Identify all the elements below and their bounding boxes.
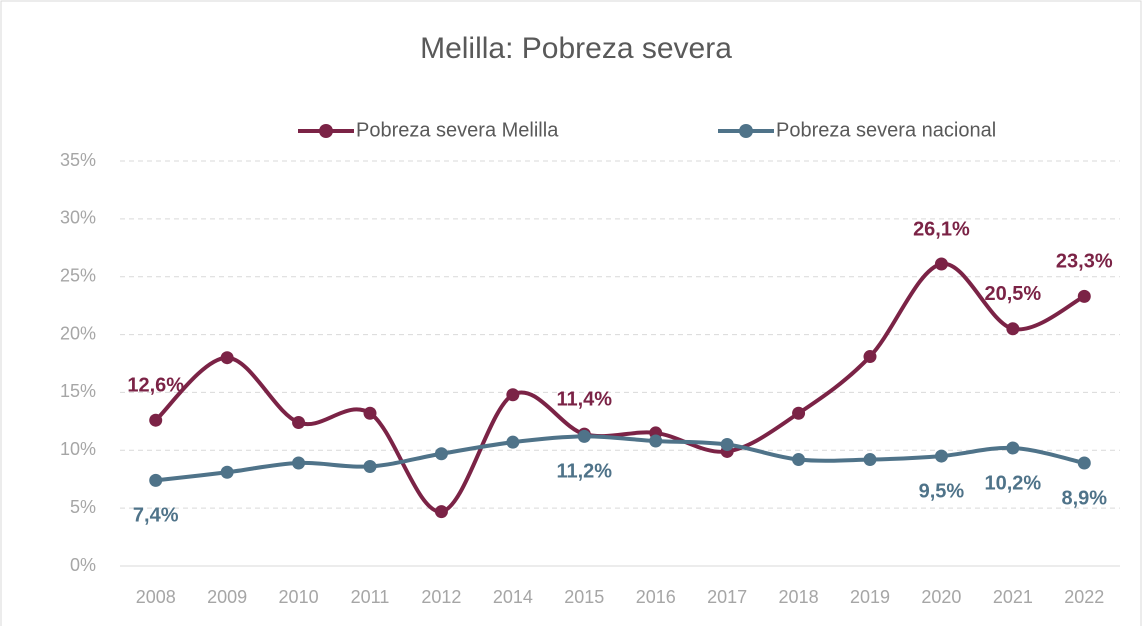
data-point	[292, 456, 306, 470]
data-label: 12,6%	[127, 374, 184, 396]
chart-title: Melilla: Pobreza severa	[420, 32, 732, 65]
x-tick-label: 2020	[921, 587, 961, 607]
y-tick-label: 30%	[60, 208, 96, 228]
data-point	[1006, 441, 1020, 455]
data-point	[1077, 456, 1091, 470]
y-tick-label: 20%	[60, 323, 96, 343]
data-point	[149, 473, 163, 487]
data-point	[577, 429, 591, 443]
y-tick-label: 25%	[60, 265, 96, 285]
data-label: 26,1%	[913, 218, 970, 240]
x-tick-label: 2010	[279, 587, 319, 607]
data-label: 10,2%	[984, 472, 1041, 494]
data-point	[149, 413, 163, 427]
x-tick-label: 2008	[136, 587, 176, 607]
data-point	[934, 257, 948, 271]
data-point	[363, 459, 377, 473]
y-tick-label: 15%	[60, 381, 96, 401]
data-point	[220, 465, 234, 479]
data-point	[363, 406, 377, 420]
y-tick-label: 35%	[60, 150, 96, 170]
data-point	[220, 351, 234, 365]
y-tick-label: 10%	[60, 439, 96, 459]
x-tick-label: 2021	[993, 587, 1033, 607]
data-point	[434, 505, 448, 519]
y-tick-label: 5%	[70, 497, 96, 517]
data-point	[434, 447, 448, 461]
data-point	[720, 438, 734, 451]
data-point	[506, 388, 520, 402]
data-label: 11,4%	[556, 388, 612, 410]
data-label: 9,5%	[919, 480, 965, 502]
data-point	[863, 350, 877, 364]
x-tick-label: 2012	[421, 587, 461, 607]
x-tick-label: 2018	[779, 587, 819, 607]
data-point	[1077, 289, 1091, 303]
data-point	[792, 453, 806, 467]
series-line	[155, 434, 1085, 483]
legend-marker	[739, 124, 753, 138]
x-tick-label: 2015	[564, 587, 604, 607]
x-tick-label: 2017	[707, 587, 747, 607]
data-point	[934, 449, 948, 463]
x-tick-label: 2019	[850, 587, 890, 607]
data-label: 23,3%	[1056, 251, 1113, 273]
data-point	[506, 435, 520, 449]
data-label: 7,4%	[133, 505, 179, 527]
data-point	[863, 453, 877, 467]
x-tick-label: 2009	[207, 587, 247, 607]
x-tick-label: 2022	[1064, 587, 1104, 607]
data-point	[1006, 322, 1020, 336]
legend-label: Pobreza severa nacional	[776, 119, 996, 141]
x-tick-label: 2011	[351, 587, 390, 607]
legend-marker	[319, 124, 333, 138]
data-label: 11,2%	[556, 461, 612, 483]
y-tick-label: 0%	[70, 555, 96, 575]
data-point	[649, 434, 663, 448]
data-point	[792, 406, 806, 420]
x-tick-label: 2014	[493, 587, 533, 607]
data-label: 8,9%	[1061, 487, 1107, 509]
x-tick-label: 2016	[636, 587, 676, 607]
data-label: 20,5%	[984, 283, 1041, 305]
legend-label: Pobreza severa Melilla	[356, 119, 559, 141]
data-point	[292, 416, 306, 430]
